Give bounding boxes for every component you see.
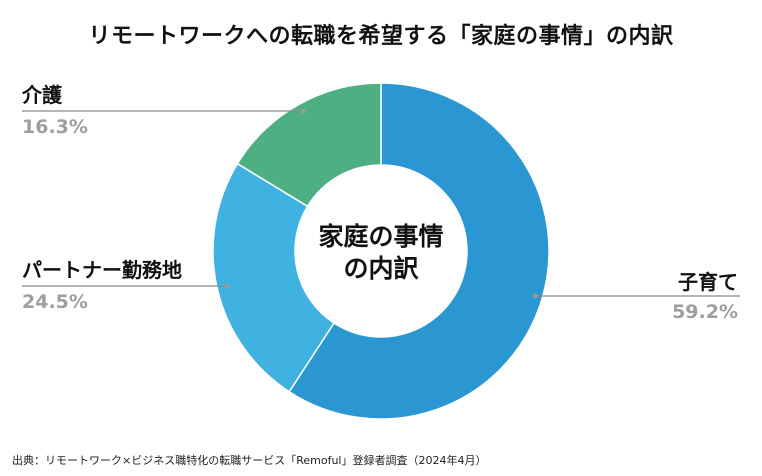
leader-dot-0 [532,293,538,299]
center-label-line-1: の内訳 [343,254,419,283]
slice-value-label-2: 16.3% [22,116,88,138]
slice-1 [212,162,336,393]
chart-title: リモートワークへの転職を希望する「家庭の事情」の内訳 [88,24,674,49]
slice-label-0: 子育て [678,270,738,294]
slice-value-label-0: 59.2% [672,301,738,323]
slice-label-2: 介護 [21,83,63,107]
slice-value-label-1: 24.5% [22,291,88,313]
slice-0 [288,82,550,420]
leader-dot-1 [224,283,230,289]
slice-label-1: パートナー勤務地 [22,258,182,282]
slice-2 [236,82,382,208]
source-note: 出典：リモートワーク×ビジネス職特化の転職サービス「Remoful」登録者調査（… [12,454,487,467]
leader-dot-2 [300,108,306,114]
center-label-line-0: 家庭の事情 [318,222,443,251]
